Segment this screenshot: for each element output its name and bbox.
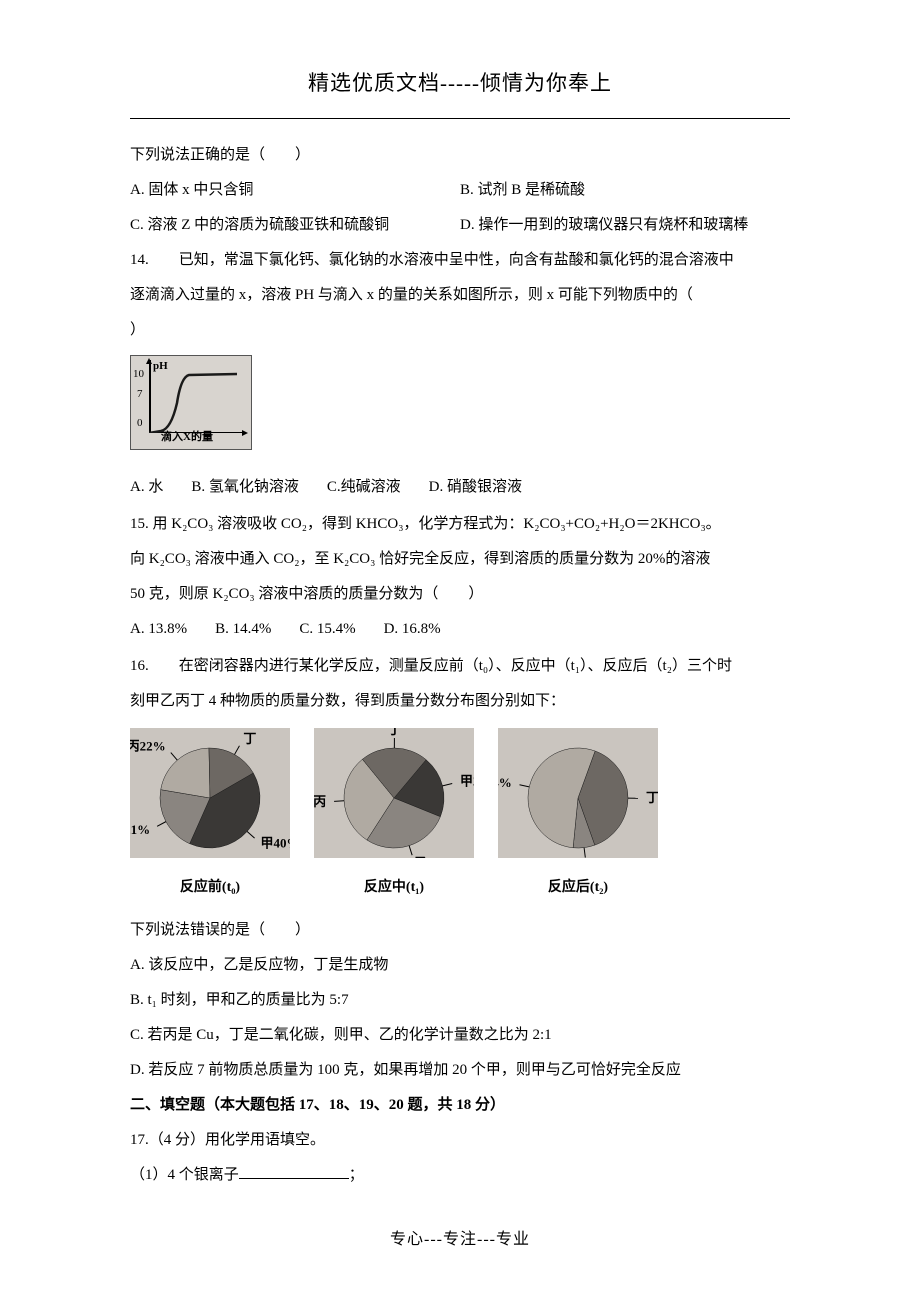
q15-line3: 50 克，则原 K₂CO₃ 溶液中溶质的质量分数为（ ） — [130, 578, 790, 611]
svg-text:丙22%: 丙22% — [130, 739, 166, 754]
q17-line1: 17.（4 分）用化学用语填空。 — [130, 1124, 790, 1157]
q15-option-c: C. 15.4% — [299, 613, 355, 646]
q16-line2: 刻甲乙丙丁 4 种物质的质量分数，得到质量分数分布图分别如下： — [130, 685, 790, 718]
q16-option-d: D. 若反应 7 前物质总质量为 100 克，如果再增加 20 个甲，则甲与乙可… — [130, 1054, 790, 1087]
svg-text:丁39%: 丁39% — [646, 790, 658, 805]
pie-t1-caption: 反应中(t₁) — [314, 873, 474, 904]
q13-option-a: A. 固体 x 中只含铜 — [130, 174, 460, 207]
q14-option-a: A. 水 — [130, 471, 163, 504]
q14-stem-line1: 14. 已知，常温下氯化钙、氯化钠的水溶液中呈中性，向含有盐酸和氯化钙的混合溶液… — [130, 244, 790, 277]
svg-text:丙: 丙 — [314, 794, 326, 809]
ph-label-0: 0 — [137, 411, 143, 435]
q16-stem-after: 下列说法错误的是（ ） — [130, 914, 790, 947]
q15-line2: 向 K₂CO₃ 溶液中通入 CO₂，至 K₂CO₃ 恰好完全反应，得到溶质的质量… — [130, 543, 790, 576]
page-header: 精选优质文档-----倾情为你奉上 — [130, 60, 790, 106]
svg-text:乙: 乙 — [415, 855, 428, 858]
section2-title: 二、填空题（本大题包括 17、18、19、20 题，共 18 分） — [130, 1089, 790, 1122]
q14-option-d: D. 硝酸银溶液 — [429, 471, 522, 504]
q16-option-b: B. t₁ 时刻，甲和乙的质量比为 5:7 — [130, 984, 790, 1017]
page-footer: 专心---专注---专业 — [130, 1222, 790, 1257]
q17-sub1-prefix: （1）4 个银离子 — [130, 1167, 239, 1183]
pie-t0-caption: 反应前(t₀) — [130, 873, 290, 904]
ph-label-7: 7 — [137, 382, 143, 406]
svg-text:丙54%: 丙54% — [498, 775, 512, 790]
pie-t0: 甲40% 乙21% 丙22% 丁 反应前(t₀) — [130, 728, 290, 904]
svg-text:甲20%: 甲20% — [460, 774, 474, 789]
ph-arrow-right — [242, 430, 248, 436]
ph-chart: pH 10 7 0 滴入X的量 — [130, 355, 790, 463]
q14-option-c: C.纯碱溶液 — [327, 471, 401, 504]
q15-option-b: B. 14.4% — [215, 613, 271, 646]
q16-option-a: A. 该反应中，乙是反应物，丁是生成物 — [130, 949, 790, 982]
ph-curve — [149, 363, 239, 433]
q13-option-c: C. 溶液 Z 中的溶质为硫酸亚铁和硫酸铜 — [130, 209, 460, 242]
pie-t2: 丁39% 乙 丙54% 反应后(t₂) — [498, 728, 658, 904]
svg-text:乙21%: 乙21% — [130, 822, 150, 837]
svg-text:丁: 丁 — [388, 728, 401, 737]
svg-text:甲40%: 甲40% — [261, 836, 290, 851]
q13-option-d: D. 操作一用到的玻璃仪器只有烧杯和玻璃棒 — [460, 209, 790, 242]
q16-option-c: C. 若丙是 Cu，丁是二氧化碳，则甲、乙的化学计量数之比为 2:1 — [130, 1019, 790, 1052]
q17-sub1-suffix: ； — [349, 1167, 364, 1183]
q14-option-b: B. 氢氧化钠溶液 — [191, 471, 299, 504]
pie-t1-svg: 甲20% 乙 丙 丁 — [314, 728, 474, 858]
q16-line1: 16. 在密闭容器内进行某化学反应，测量反应前（t₀）、反应中（t₁）、反应后（… — [130, 650, 790, 683]
pie-chart-row: 甲40% 乙21% 丙22% 丁 反应前(t₀) 甲20% 乙 丙 丁 反应中(t₁) 丁3… — [130, 728, 790, 904]
q13-stem: 下列说法正确的是（ ） — [130, 139, 790, 172]
pie-t2-caption: 反应后(t₂) — [498, 873, 658, 904]
svg-text:乙: 乙 — [580, 858, 593, 859]
q14-stem-line2: 逐滴滴入过量的 x，溶液 PH 与滴入 x 的量的关系如图所示，则 x 可能下列… — [130, 279, 790, 312]
pie-t2-svg: 丁39% 乙 丙54% — [498, 728, 658, 858]
svg-text:丁: 丁 — [243, 731, 256, 746]
q15-option-d: D. 16.8% — [384, 613, 441, 646]
pie-t0-svg: 甲40% 乙21% 丙22% 丁 — [130, 728, 290, 858]
q15-option-a: A. 13.8% — [130, 613, 187, 646]
q14-stem-line3: ） — [130, 314, 790, 347]
q17-blank — [239, 1164, 349, 1179]
q17-sub1: （1）4 个银离子 ； — [130, 1159, 790, 1192]
q13-option-b: B. 试剂 B 是稀硫酸 — [460, 174, 790, 207]
header-divider — [130, 118, 790, 119]
pie-t1: 甲20% 乙 丙 丁 反应中(t₁) — [314, 728, 474, 904]
q15-line1: 15. 用 K₂CO₃ 溶液吸收 CO₂，得到 KHCO₃，化学方程式为：K₂C… — [130, 508, 790, 541]
